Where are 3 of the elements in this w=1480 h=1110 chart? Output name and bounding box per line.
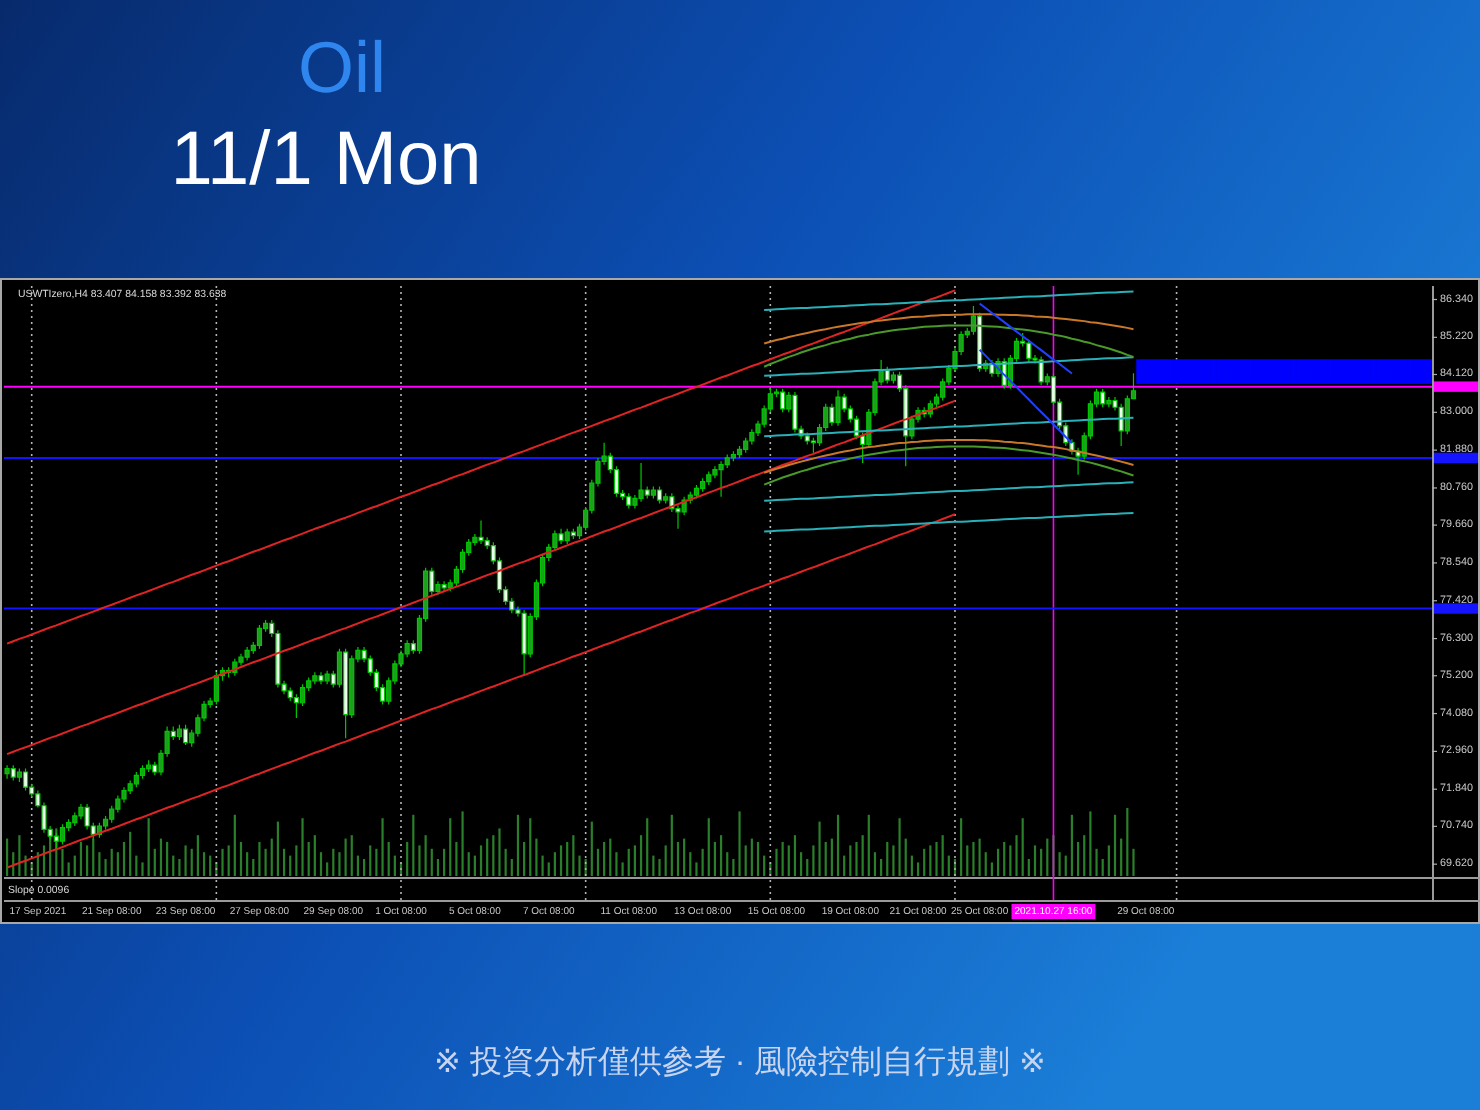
subtitle: 11/1 Mon bbox=[170, 118, 482, 202]
title: Oil bbox=[298, 26, 386, 108]
annotation: ※ 投資分析僅供參考 · 風險控制自行規劃 ※ bbox=[434, 1046, 1046, 1080]
